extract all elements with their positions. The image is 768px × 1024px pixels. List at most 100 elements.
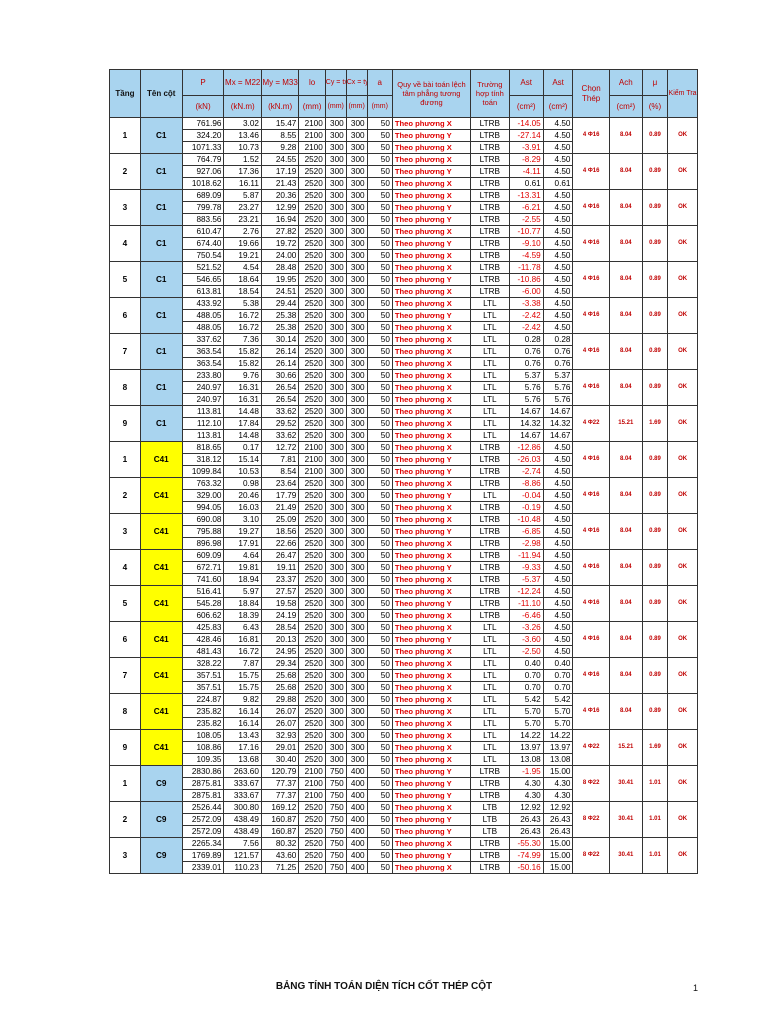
cell-ast: 0.40	[508, 657, 544, 670]
cell-cx: 300	[345, 309, 368, 322]
cell-my: 7.81	[260, 453, 300, 466]
cell-quy-ve: Theo phương X	[391, 657, 472, 670]
cell-my: 8.55	[260, 129, 300, 142]
cell-a: 50	[366, 357, 393, 370]
cell-a: 50	[366, 537, 393, 550]
table-row: 927.06 17.36 17.19 2520 300 300 50 Theo phương …	[110, 165, 698, 178]
cell-mu: 0.89	[641, 225, 669, 262]
cell-quy-ve: Theo phương X	[391, 861, 472, 874]
cell-cy: 300	[324, 381, 347, 394]
cell-cy: 300	[324, 585, 347, 598]
cell-lo: 2520	[298, 213, 326, 226]
cell-chon-thep: 4 Φ16	[572, 477, 610, 514]
cell-mu: 0.89	[641, 369, 669, 406]
cell-mu: 0.89	[641, 513, 669, 550]
cell-my: 120.79	[260, 765, 300, 778]
cell-cx: 300	[345, 537, 368, 550]
cell-mx: 5.87	[223, 189, 262, 202]
table-row: 9 C41 108.05 13.43 32.93 2520 300 300 50 Theo phư…	[109, 729, 698, 766]
cell-lo: 2520	[298, 621, 326, 634]
cell-asc: 4.50	[542, 465, 574, 478]
cell-cx: 300	[345, 249, 368, 262]
cell-truong-hop: LTRB	[470, 585, 510, 598]
cell-a: 50	[366, 153, 393, 166]
cell-tang: 6	[109, 297, 141, 334]
header-asc-unit: (cm²)	[542, 95, 574, 118]
cell-mu: 1.01	[641, 765, 669, 802]
header-kiem-tra: Kiểm Tra	[667, 69, 698, 118]
cell-a: 50	[366, 261, 393, 274]
cell-a: 50	[366, 429, 393, 442]
cell-lo: 2520	[298, 849, 326, 862]
cell-chon-thep: 4 Φ16	[572, 189, 610, 226]
cell-cx: 300	[345, 321, 368, 334]
cell-quy-ve: Theo phương X	[391, 621, 472, 634]
column-rebar-table: Tầng Tên cột P Mx = M22 My = M33 lo Cy =…	[109, 69, 698, 874]
cell-quy-ve: Theo phương X	[391, 537, 472, 550]
header-mu: μ	[641, 69, 669, 96]
cell-quy-ve: Theo phương Y	[391, 597, 472, 610]
header-ach-unit: (cm²)	[608, 95, 643, 118]
cell-tang: 1	[109, 441, 141, 478]
cell-cx: 300	[345, 261, 368, 274]
cell-a: 50	[366, 465, 393, 478]
cell-cy: 300	[324, 177, 347, 190]
cell-truong-hop: LTRB	[470, 117, 510, 130]
cell-truong-hop: LTRB	[470, 837, 510, 850]
cell-ast: 26.43	[508, 825, 544, 838]
cell-mu: 1.69	[641, 405, 669, 442]
cell-ast: -9.33	[508, 561, 544, 574]
cell-a: 50	[366, 441, 393, 454]
cell-truong-hop: LTRB	[470, 189, 510, 202]
cell-quy-ve: Theo phương X	[391, 189, 472, 202]
cell-quy-ve: Theo phương X	[391, 609, 472, 622]
cell-cx: 300	[345, 225, 368, 238]
cell-cy: 300	[324, 477, 347, 490]
cell-mx: 3.10	[223, 513, 262, 526]
cell-ast: 4.30	[508, 777, 544, 790]
cell-cx: 300	[345, 213, 368, 226]
cell-cx: 300	[345, 525, 368, 538]
cell-tang: 6	[109, 621, 141, 658]
cell-lo: 2520	[298, 249, 326, 262]
cell-cx: 300	[345, 729, 368, 742]
cell-ten-cot: C1	[139, 369, 183, 406]
cell-my: 30.14	[260, 333, 300, 346]
cell-cx: 400	[345, 861, 368, 874]
cell-p: 481.43	[181, 645, 225, 658]
cell-asc: 5.42	[542, 693, 574, 706]
cell-kiem-tra: OK	[667, 477, 698, 514]
table-row: 113.81 14.48 33.62 2520 300 300 50 Theo phương …	[110, 429, 698, 442]
cell-cy: 750	[324, 789, 347, 802]
header-truong-hop: Trường hợp tính toán	[470, 69, 510, 118]
cell-tang: 3	[109, 189, 141, 226]
cell-cy: 300	[324, 441, 347, 454]
cell-lo: 2520	[298, 561, 326, 574]
cell-truong-hop: LTL	[470, 381, 510, 394]
cell-mx: 0.98	[223, 477, 262, 490]
cell-ach: 8.04	[608, 189, 643, 226]
cell-asc: 4.50	[542, 153, 574, 166]
cell-mx: 13.43	[223, 729, 262, 742]
cell-asc: 4.50	[542, 477, 574, 490]
cell-cx: 400	[345, 813, 368, 826]
cell-tang: 9	[109, 729, 141, 766]
cell-p: 318.12	[181, 453, 225, 466]
cell-my: 22.66	[260, 537, 300, 550]
cell-cx: 300	[345, 705, 368, 718]
cell-my: 24.19	[260, 609, 300, 622]
cell-my: 29.52	[260, 417, 300, 430]
cell-p: 927.06	[181, 165, 225, 178]
cell-a: 50	[366, 777, 393, 790]
cell-my: 29.44	[260, 297, 300, 310]
cell-asc: 5.76	[542, 381, 574, 394]
cell-my: 25.38	[260, 309, 300, 322]
cell-my: 43.60	[260, 849, 300, 862]
cell-lo: 2100	[298, 117, 326, 130]
cell-asc: 13.97	[542, 741, 574, 754]
cell-p: 108.86	[181, 741, 225, 754]
cell-quy-ve: Theo phương X	[391, 357, 472, 370]
cell-cy: 300	[324, 513, 347, 526]
cell-quy-ve: Theo phương X	[391, 693, 472, 706]
cell-truong-hop: LTL	[470, 753, 510, 766]
